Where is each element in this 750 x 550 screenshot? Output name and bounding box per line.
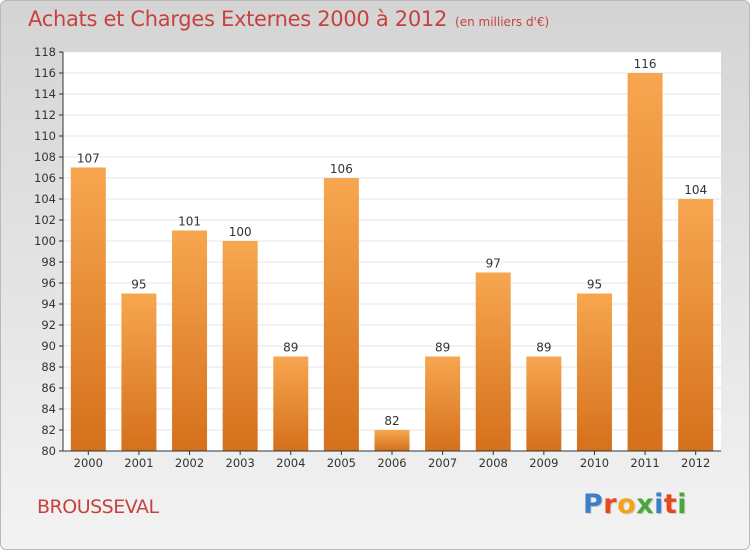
data-label: 89	[435, 341, 450, 355]
y-tick-label: 114	[34, 87, 56, 101]
x-tick-label: 2011	[630, 456, 659, 470]
y-tick-label: 116	[34, 66, 56, 80]
chart-title: Achats et Charges Externes 2000 à 2012 (e…	[28, 7, 549, 31]
data-label: 107	[77, 152, 100, 166]
bar	[70, 167, 106, 451]
x-tick-label: 2005	[327, 456, 356, 470]
x-tick-label: 2007	[428, 456, 457, 470]
y-tick-label: 110	[34, 129, 56, 143]
y-tick-label: 84	[41, 402, 56, 416]
x-tick-label: 2009	[529, 456, 558, 470]
proxiti-logo: Proxiti	[583, 489, 687, 520]
x-tick-label: 2006	[377, 456, 406, 470]
logo-letter: i	[677, 489, 688, 520]
y-tick-label: 94	[41, 297, 56, 311]
y-tick-label: 82	[41, 423, 56, 437]
y-tick-label: 86	[41, 381, 56, 395]
logo-letter: r	[603, 489, 618, 520]
data-label: 106	[330, 162, 353, 176]
logo-letter: i	[654, 489, 664, 520]
y-tick-label: 80	[41, 444, 56, 458]
bar	[576, 293, 612, 451]
logo-letter: x	[636, 489, 655, 520]
y-tick-label: 90	[41, 339, 56, 353]
logo-letter: t	[663, 489, 678, 520]
bar	[121, 293, 157, 451]
chart-title-text: Achats et Charges Externes 2000 à 2012	[28, 7, 448, 31]
y-tick-label: 88	[41, 360, 56, 374]
data-label: 104	[684, 183, 707, 197]
logo-letter: o	[617, 489, 637, 520]
bar	[323, 178, 359, 451]
bar	[374, 430, 410, 451]
y-tick-label: 104	[34, 192, 56, 206]
bar	[222, 241, 258, 451]
bar	[425, 356, 461, 451]
data-label: 116	[634, 57, 657, 71]
plot-area	[63, 52, 721, 451]
x-tick-label: 2008	[479, 456, 508, 470]
y-tick-label: 98	[41, 255, 56, 269]
bar	[172, 230, 208, 451]
logo-letter: P	[583, 489, 604, 520]
data-label: 97	[486, 257, 501, 271]
bar	[273, 356, 309, 451]
data-label: 95	[131, 278, 146, 292]
bar	[627, 73, 663, 451]
data-label: 89	[536, 341, 551, 355]
x-tick-label: 2012	[681, 456, 710, 470]
y-tick-label: 108	[34, 150, 56, 164]
x-tick-label: 2001	[124, 456, 153, 470]
data-label: 101	[178, 215, 201, 229]
y-tick-label: 112	[34, 108, 56, 122]
y-tick-label: 118	[34, 45, 56, 59]
x-tick-label: 2003	[226, 456, 255, 470]
x-tick-label: 2004	[276, 456, 305, 470]
y-tick-label: 96	[41, 276, 56, 290]
data-label: 95	[587, 278, 602, 292]
data-label: 89	[283, 341, 298, 355]
y-tick-label: 100	[34, 234, 56, 248]
x-tick-label: 2002	[175, 456, 204, 470]
x-tick-label: 2000	[74, 456, 103, 470]
y-tick-label: 102	[34, 213, 56, 227]
x-tick-label: 2010	[580, 456, 609, 470]
y-tick-label: 92	[41, 318, 56, 332]
bar	[475, 272, 511, 451]
bar	[526, 356, 562, 451]
place-name: BROUSSEVAL	[37, 496, 159, 518]
data-label: 82	[384, 414, 399, 428]
chart-subtitle: (en milliers d'€)	[455, 15, 550, 29]
bar	[678, 199, 714, 451]
data-label: 100	[229, 225, 252, 239]
y-tick-label: 106	[34, 171, 56, 185]
